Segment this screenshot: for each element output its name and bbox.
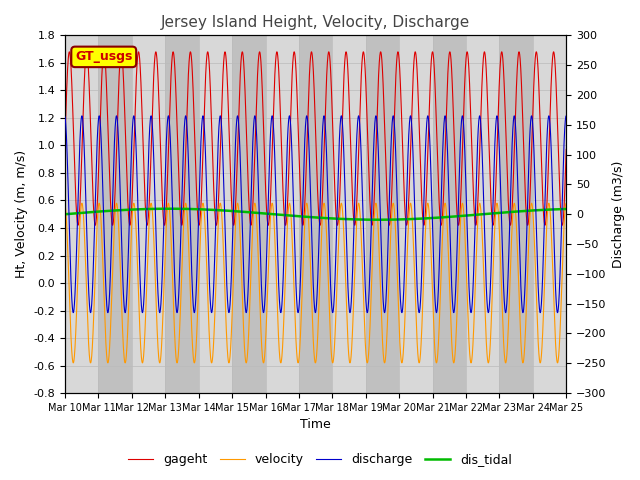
- gageht: [195, 222, 203, 228]
- gageht: [428, 54, 435, 60]
- Y-axis label: Ht, Velocity (m, m/s): Ht, Velocity (m, m/s): [15, 150, 28, 278]
- Bar: [65, 36, 99, 393]
- Bar: [299, 36, 332, 393]
- velocity: [563, 200, 570, 206]
- Line: gageht: gageht: [65, 52, 566, 225]
- Y-axis label: Discharge (m3/s): Discharge (m3/s): [612, 160, 625, 268]
- velocity: [428, 269, 436, 275]
- Bar: [266, 36, 299, 393]
- dis_tidal: [456, 213, 464, 219]
- gageht: [456, 207, 464, 213]
- discharge: [297, 272, 305, 277]
- Bar: [165, 36, 198, 393]
- gageht: [563, 146, 570, 152]
- velocity: [61, 201, 69, 207]
- discharge: [61, 114, 69, 120]
- Bar: [433, 36, 466, 393]
- Bar: [533, 36, 566, 393]
- Line: velocity: velocity: [65, 203, 566, 363]
- Bar: [232, 36, 266, 393]
- discharge: [456, 144, 464, 149]
- dis_tidal: [428, 215, 436, 221]
- gageht: [562, 161, 570, 167]
- velocity: [337, 200, 345, 206]
- gageht: [446, 49, 454, 55]
- dis_tidal: [297, 214, 305, 219]
- discharge: [151, 204, 159, 209]
- dis_tidal: [166, 206, 173, 212]
- velocity: [456, 225, 464, 231]
- velocity: [562, 201, 570, 207]
- discharge: [562, 114, 570, 120]
- discharge: [428, 197, 436, 203]
- X-axis label: Time: Time: [300, 419, 331, 432]
- Bar: [499, 36, 533, 393]
- dis_tidal: [61, 211, 69, 217]
- Bar: [198, 36, 232, 393]
- Bar: [365, 36, 399, 393]
- dis_tidal: [562, 206, 570, 212]
- velocity: [151, 274, 159, 280]
- dis_tidal: [374, 217, 382, 223]
- dis_tidal: [563, 206, 570, 212]
- discharge: [563, 113, 570, 119]
- velocity: [297, 329, 305, 335]
- Text: GT_usgs: GT_usgs: [75, 50, 132, 63]
- Title: Jersey Island Height, Velocity, Discharge: Jersey Island Height, Velocity, Discharg…: [161, 15, 470, 30]
- velocity: [86, 360, 94, 366]
- Bar: [99, 36, 132, 393]
- gageht: [61, 136, 69, 142]
- dis_tidal: [400, 216, 408, 222]
- discharge: [86, 310, 94, 315]
- Legend: gageht, velocity, discharge, dis_tidal: gageht, velocity, discharge, dis_tidal: [123, 448, 517, 471]
- gageht: [297, 195, 305, 201]
- Bar: [332, 36, 365, 393]
- Line: dis_tidal: dis_tidal: [65, 209, 566, 220]
- Bar: [132, 36, 165, 393]
- dis_tidal: [151, 206, 159, 212]
- discharge: [400, 282, 408, 288]
- Bar: [466, 36, 499, 393]
- discharge: [337, 113, 345, 119]
- gageht: [151, 52, 159, 58]
- velocity: [400, 337, 408, 343]
- gageht: [400, 183, 408, 189]
- Line: discharge: discharge: [65, 116, 566, 312]
- Bar: [399, 36, 433, 393]
